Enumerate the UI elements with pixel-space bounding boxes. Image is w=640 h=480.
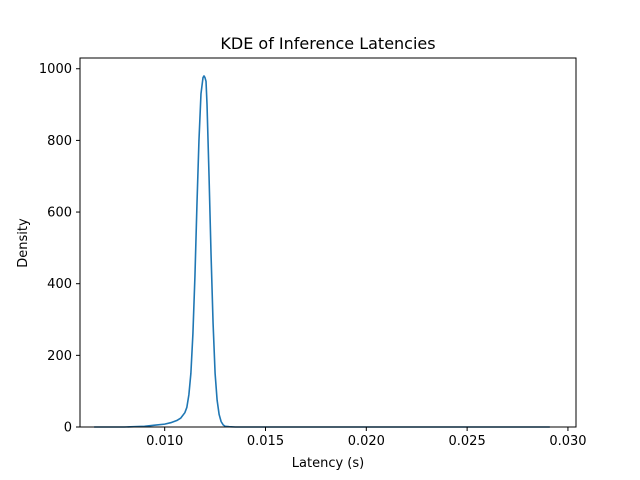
- y-tick-label: 0: [64, 421, 72, 436]
- axes-frame: [79, 57, 577, 428]
- x-tick-label: 0.015: [247, 434, 284, 449]
- y-tick-label: 600: [47, 206, 72, 221]
- x-tick-label: 0.020: [348, 434, 385, 449]
- y-tick-label: 400: [47, 277, 72, 292]
- y-axis-title: Density: [16, 218, 31, 268]
- chart-title: KDE of Inference Latencies: [220, 34, 435, 53]
- kde-line: [94, 75, 550, 428]
- x-tick-label: 0.030: [549, 434, 586, 449]
- plot-area: [94, 75, 550, 428]
- x-axis: 0.010 0.015 0.020 0.025 0.030: [146, 427, 587, 449]
- x-axis-title: Latency (s): [292, 456, 364, 471]
- x-tick-label: 0.010: [146, 434, 183, 449]
- y-tick-label: 200: [47, 349, 72, 364]
- y-tick-label: 800: [47, 134, 72, 149]
- y-tick-label: 1000: [39, 62, 72, 77]
- x-tick-label: 0.025: [449, 434, 486, 449]
- y-axis: 0 200 400 600 800 1000: [39, 62, 80, 436]
